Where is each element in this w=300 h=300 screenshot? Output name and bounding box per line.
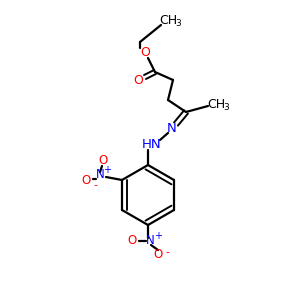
Text: -: - <box>165 247 169 257</box>
Text: O: O <box>128 235 136 248</box>
Text: 3: 3 <box>175 19 181 28</box>
Text: +: + <box>154 231 162 241</box>
Text: CH: CH <box>207 98 225 112</box>
Text: O: O <box>98 154 108 167</box>
Text: O: O <box>133 74 143 86</box>
Text: O: O <box>81 173 91 187</box>
Text: CH: CH <box>159 14 177 26</box>
Text: N: N <box>167 122 177 134</box>
Text: N: N <box>96 169 104 182</box>
Text: 3: 3 <box>223 103 229 112</box>
Text: -: - <box>93 180 97 190</box>
Text: HN: HN <box>142 137 162 151</box>
Text: O: O <box>140 46 150 59</box>
Text: O: O <box>153 248 163 262</box>
Text: N: N <box>146 235 154 248</box>
Text: +: + <box>103 165 111 175</box>
